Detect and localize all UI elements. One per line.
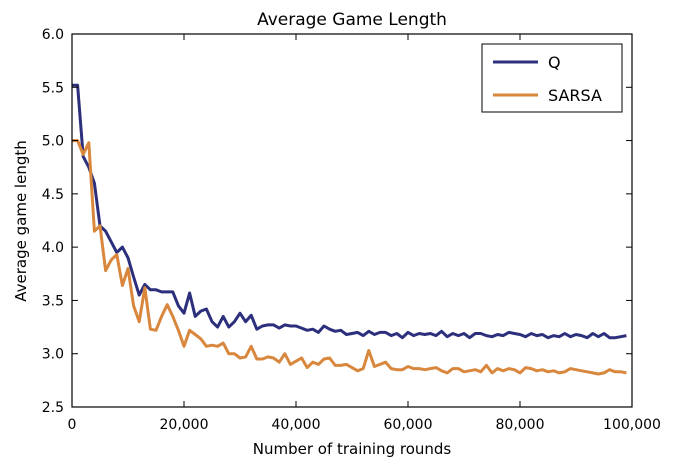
series-line-sarsa [72,139,627,376]
chart-title: Average Game Length [257,10,447,30]
y-tick-label: 5.0 [42,134,64,150]
x-tick-label: 0 [68,417,77,433]
y-axis: 2.5 3.0 3.5 4.0 4.5 5.0 5.5 6.0 [42,27,632,416]
y-tick-label: 3.5 [42,293,64,309]
y-axis-label: Average game length [12,140,30,302]
x-tick-label: 80,000 [496,417,545,433]
plot-area [72,83,627,376]
x-axis: 0 20,000 40,000 60,000 80,000 100,000 [68,34,661,433]
series-line-q [72,83,627,340]
y-tick-label: 4.5 [42,187,64,203]
y-tick-label: 2.5 [42,400,64,416]
legend: Q SARSA [481,43,623,113]
y-tick-label: 6.0 [42,27,64,43]
x-tick-label: 40,000 [272,417,321,433]
y-tick-label: 4.0 [42,240,64,256]
plot-frame [71,33,633,408]
x-tick-label: 60,000 [384,417,433,433]
x-tick-label: 100,000 [603,417,661,433]
legend-label-sarsa: SARSA [548,86,602,105]
x-tick-label: 20,000 [160,417,209,433]
y-tick-label: 5.5 [42,80,64,96]
x-axis-label: Number of training rounds [253,440,452,458]
legend-label-q: Q [548,53,561,72]
legend-box [481,43,623,113]
y-tick-label: 3.0 [42,347,64,363]
